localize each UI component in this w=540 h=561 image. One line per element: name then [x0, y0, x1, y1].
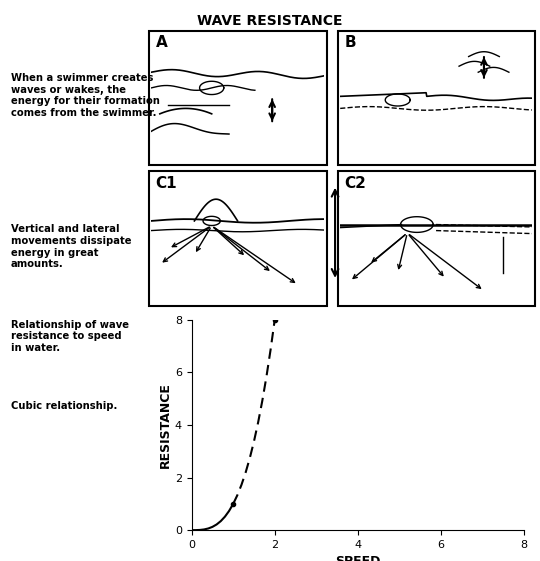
- Text: Relationship of wave
resistance to speed
in water.: Relationship of wave resistance to speed…: [11, 320, 129, 353]
- Text: Cubic relationship.: Cubic relationship.: [11, 401, 117, 411]
- Y-axis label: RESISTANCE: RESISTANCE: [159, 382, 172, 468]
- Text: WAVE RESISTANCE: WAVE RESISTANCE: [197, 14, 343, 28]
- Text: When a swimmer creates
waves or wakes, the
energy for their formation
comes from: When a swimmer creates waves or wakes, t…: [11, 73, 160, 118]
- Text: A: A: [156, 35, 167, 50]
- Text: C2: C2: [345, 176, 367, 191]
- Text: C1: C1: [156, 176, 177, 191]
- Text: B: B: [345, 35, 356, 50]
- X-axis label: SPEED: SPEED: [335, 555, 381, 561]
- Text: Vertical and lateral
movements dissipate
energy in great
amounts.: Vertical and lateral movements dissipate…: [11, 224, 131, 269]
